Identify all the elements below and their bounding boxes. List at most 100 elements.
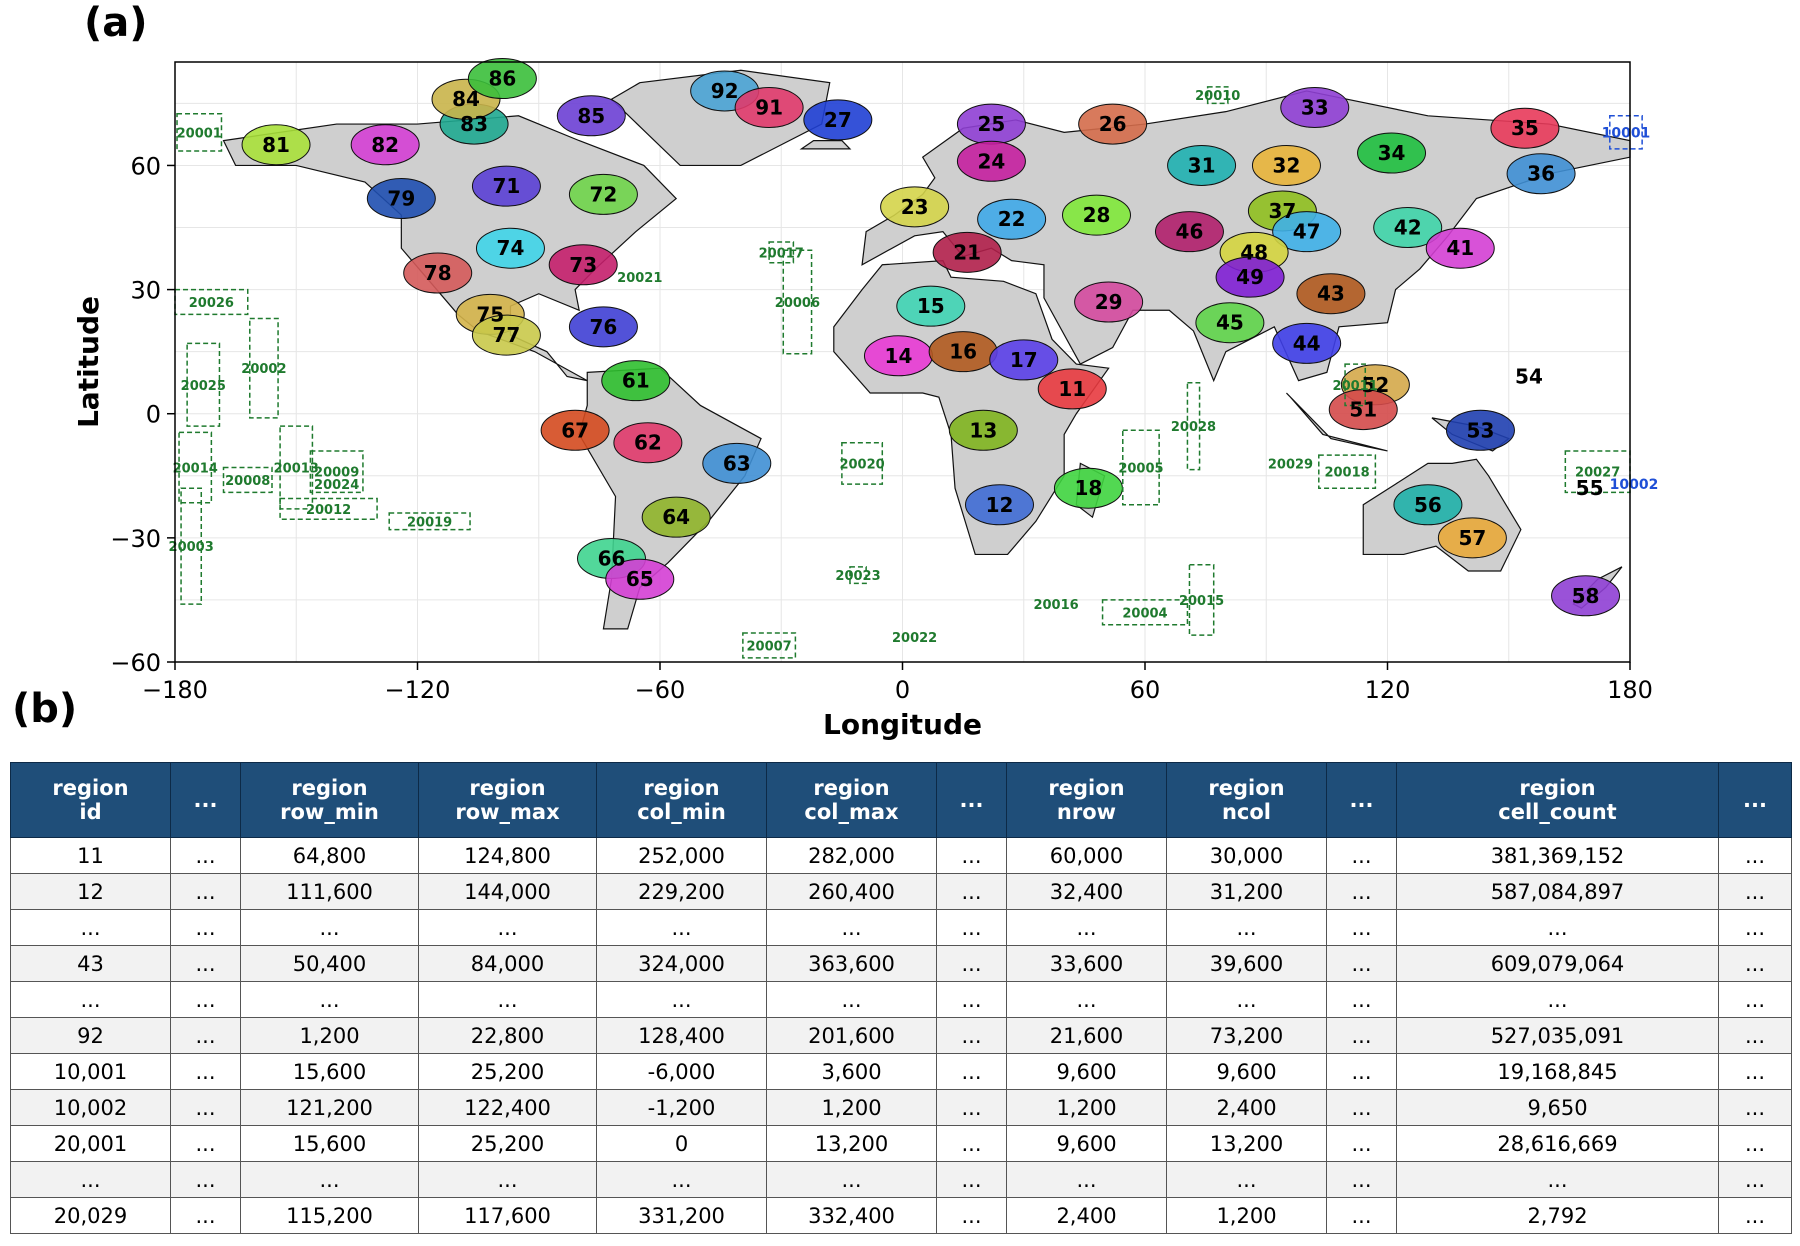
region-20006-box bbox=[782, 249, 813, 355]
region-20017-box bbox=[768, 241, 795, 264]
region-27-patch bbox=[803, 99, 873, 141]
table-cell: 3,600 bbox=[766, 1053, 937, 1090]
region-64-patch bbox=[641, 496, 711, 538]
y-tick-label: −30 bbox=[110, 525, 161, 553]
table-row: 20,029... 115,200 117,600 331,200 332,400...… bbox=[10, 1197, 1792, 1234]
table-cell: 92 bbox=[10, 1017, 171, 1054]
region-61-label: 61 bbox=[622, 369, 650, 393]
table-cell: 587,084,897 bbox=[1396, 873, 1719, 910]
table-cell: ... bbox=[170, 1125, 241, 1162]
table-cell: ... bbox=[418, 909, 597, 946]
table-cell: ... bbox=[936, 1017, 1007, 1054]
table-cell: ... bbox=[936, 837, 1007, 874]
table-cell: ... bbox=[1718, 981, 1792, 1018]
region-21-label: 21 bbox=[953, 240, 981, 264]
region-10001-label: 10001 bbox=[1602, 125, 1651, 141]
region-20027-label: 20027 bbox=[1575, 466, 1620, 481]
table-cell: ... bbox=[418, 981, 597, 1018]
region-20022-label: 20022 bbox=[892, 631, 937, 646]
region-24-label: 24 bbox=[977, 149, 1005, 173]
table-cell: 9,600 bbox=[1006, 1125, 1167, 1162]
region-76-patch bbox=[568, 306, 638, 348]
region-51-patch bbox=[1328, 389, 1398, 431]
column-header: ... bbox=[936, 762, 1007, 838]
region-84-label: 84 bbox=[452, 87, 480, 111]
region-41-patch bbox=[1425, 227, 1495, 269]
column-header: region col_max bbox=[766, 762, 937, 838]
region-85-patch bbox=[556, 95, 626, 137]
region-48-label: 48 bbox=[1240, 240, 1268, 264]
table-cell: 363,600 bbox=[766, 945, 937, 982]
region-51-label: 51 bbox=[1349, 398, 1377, 422]
region-49-patch bbox=[1215, 256, 1285, 298]
y-tick-label: −60 bbox=[110, 649, 161, 677]
table-cell: 2,400 bbox=[1166, 1089, 1327, 1126]
region-67-label: 67 bbox=[561, 418, 589, 442]
region-61-patch bbox=[601, 360, 671, 402]
table-cell: 111,600 bbox=[240, 873, 419, 910]
region-66-label: 66 bbox=[598, 547, 626, 571]
axis-ticks: −180 −120 −60 0 60 120 180 60 30 0 −30 −60 bbox=[110, 152, 1653, 704]
region-53-patch bbox=[1445, 409, 1515, 451]
table-cell: ... bbox=[936, 1125, 1007, 1162]
region-17-label: 17 bbox=[1010, 348, 1038, 372]
region-28-patch bbox=[1062, 194, 1131, 236]
table-cell: ... bbox=[1718, 1017, 1792, 1054]
region-35-label: 35 bbox=[1511, 116, 1539, 140]
region-20010-box bbox=[1206, 86, 1229, 105]
region-20008-box bbox=[222, 466, 273, 494]
table-cell: ... bbox=[766, 1161, 937, 1198]
panel-a-label: (a) bbox=[84, 0, 148, 46]
table-cell: 15,600 bbox=[240, 1053, 419, 1090]
table-cell: 0 bbox=[596, 1125, 767, 1162]
region-63-label: 63 bbox=[723, 451, 751, 475]
table-cell: ... bbox=[1006, 909, 1167, 946]
table-cell: ... bbox=[596, 981, 767, 1018]
table-row: 11... 64,800 124,800 252,000 282,000... 60,00… bbox=[10, 837, 1792, 874]
table-cell: 144,000 bbox=[418, 873, 597, 910]
region-92-label: 92 bbox=[711, 79, 739, 103]
region-55-label: 55 bbox=[1576, 476, 1604, 500]
table-row: 92... 1,200 22,800 128,400 201,600... 21,600 7… bbox=[10, 1017, 1792, 1054]
region-23-label: 23 bbox=[901, 195, 929, 219]
x-tick-label: −120 bbox=[385, 676, 451, 704]
table-row: .................................... bbox=[10, 1161, 1792, 1198]
table-cell: ... bbox=[936, 1197, 1007, 1234]
region-20007-label: 20007 bbox=[747, 639, 792, 654]
table-cell: -6,000 bbox=[596, 1053, 767, 1090]
region-56-label: 56 bbox=[1414, 493, 1442, 517]
table-row: 10,002... 121,200 122,400 -1,200 1,200... 1,2… bbox=[10, 1089, 1792, 1126]
table-cell: ... bbox=[1166, 1161, 1327, 1198]
region-26-label: 26 bbox=[1099, 112, 1127, 136]
region-26-patch bbox=[1078, 103, 1148, 145]
table-cell: ... bbox=[766, 909, 937, 946]
region-72-label: 72 bbox=[589, 182, 617, 206]
region-20026-box bbox=[174, 288, 249, 316]
region-24-patch bbox=[956, 140, 1026, 182]
region-75-label: 75 bbox=[476, 302, 504, 326]
table-cell: 229,200 bbox=[596, 873, 767, 910]
table-cell: 282,000 bbox=[766, 837, 937, 874]
region-20020-box bbox=[841, 441, 884, 485]
region-20014-label: 20014 bbox=[173, 462, 218, 477]
region-10002-label: 10002 bbox=[1610, 477, 1659, 493]
x-axis-title: Longitude bbox=[823, 708, 982, 740]
column-header: region row_max bbox=[418, 762, 597, 838]
region-15-patch bbox=[896, 285, 966, 327]
region-63-patch bbox=[702, 442, 772, 484]
table-cell: 31,200 bbox=[1166, 873, 1327, 910]
table-cell: ... bbox=[1326, 1197, 1397, 1234]
table-cell: ... bbox=[1326, 1017, 1397, 1054]
table-cell: 332,400 bbox=[766, 1197, 937, 1234]
table-cell: ... bbox=[10, 1161, 171, 1198]
region-20012-box bbox=[279, 497, 378, 520]
region-79-label: 79 bbox=[387, 187, 415, 211]
region-31-patch bbox=[1167, 144, 1237, 186]
region-20016-label: 20016 bbox=[1033, 598, 1078, 613]
x-tick-label: 0 bbox=[895, 676, 910, 704]
region-20023-box bbox=[849, 566, 867, 585]
table-cell: 22,800 bbox=[418, 1017, 597, 1054]
table-cell: 331,200 bbox=[596, 1197, 767, 1234]
region-23-patch bbox=[880, 186, 950, 228]
